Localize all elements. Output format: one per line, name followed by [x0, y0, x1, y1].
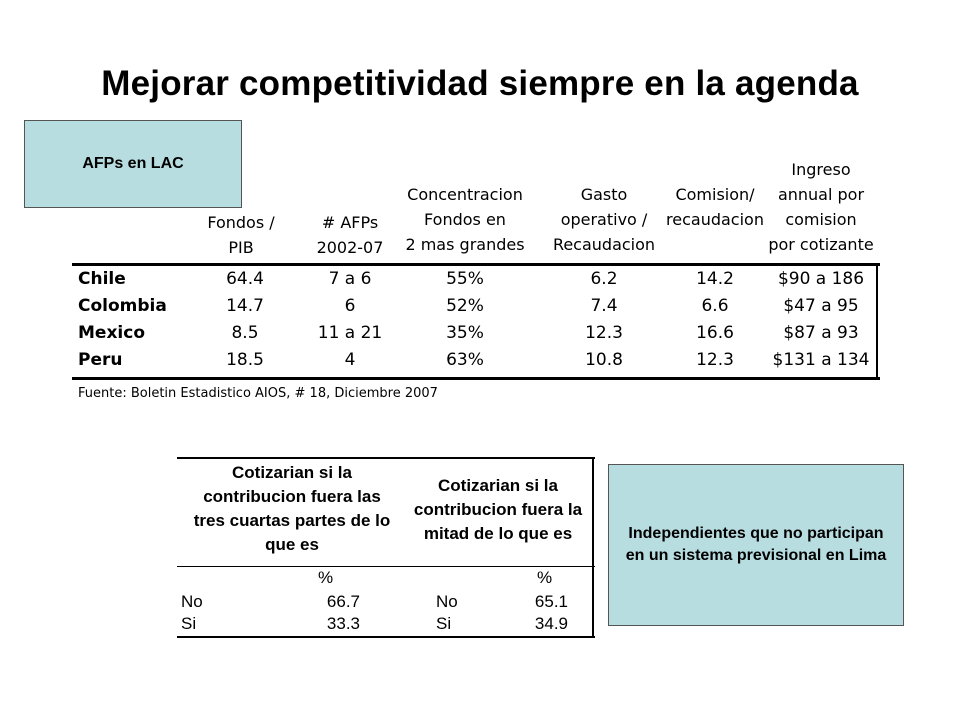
- table-cell: 12.3: [696, 350, 734, 370]
- table-cell: 8.5: [231, 323, 259, 343]
- table-cell: 66.7: [326, 592, 360, 611]
- independientes-label: Independientes que no participan en un s…: [625, 525, 887, 564]
- table2-right-border: [592, 458, 594, 636]
- table-cell: 64.4: [226, 269, 264, 289]
- header-line: contribucion fuera la: [413, 500, 583, 519]
- header-line: mitad de lo que es: [423, 524, 573, 543]
- header-line: Concentracion: [407, 185, 523, 204]
- header-ingreso: Ingreso annual por comision por cotizant…: [762, 157, 880, 257]
- header-line: PIB: [228, 238, 254, 257]
- independientes-label-box: Independientes que no participan en un s…: [608, 464, 904, 626]
- table2-header-half: Cotizarian si la contribucion fuera la m…: [403, 474, 593, 546]
- table-cell: 35%: [446, 323, 484, 343]
- header-line: Gasto: [580, 185, 628, 204]
- table-cell: 6.6: [701, 296, 729, 316]
- header-line: Cotizarian si la: [232, 463, 352, 482]
- table2-bottom-rule: [177, 636, 595, 638]
- table-cell: 33.3: [326, 614, 360, 633]
- header-line: 2 mas grandes: [405, 235, 525, 254]
- header-line: Cotizarian si la: [438, 476, 558, 495]
- table-cell: Si: [436, 614, 452, 633]
- table-row: Chile 64.4 7 a 6 55% 6.2 14.2 $90 a 186: [72, 266, 880, 293]
- table-cell-country: Mexico: [78, 323, 145, 343]
- table-cell: $90 a 186: [777, 269, 865, 289]
- header-line: Fondos en: [424, 210, 506, 229]
- header-line: # AFPs: [321, 213, 379, 232]
- table-cell: 12.3: [585, 323, 623, 343]
- table-cell-country: Chile: [78, 269, 126, 289]
- table-row: Colombia 14.7 6 52% 7.4 6.6 $47 a 95: [72, 293, 880, 320]
- table-cell: No: [436, 592, 458, 611]
- table-cell: 63%: [446, 350, 484, 370]
- header-line: Recaudacion: [552, 235, 656, 254]
- unit-percent: %: [537, 568, 553, 587]
- table-cell: Si: [181, 614, 197, 633]
- table-cell: No: [181, 592, 203, 611]
- table-cell: 18.5: [226, 350, 264, 370]
- header-line: que es: [265, 535, 319, 554]
- table-row: Peru 18.5 4 63% 10.8 12.3 $131 a 134: [72, 347, 880, 374]
- table-cell: 4: [344, 350, 356, 370]
- table-cell: 65.1: [534, 592, 568, 611]
- table-cell-country: Peru: [78, 350, 123, 370]
- table-cell: 14.2: [696, 269, 734, 289]
- table-cell: 14.7: [226, 296, 264, 316]
- table-cell: 10.8: [585, 350, 623, 370]
- source-note: Fuente: Boletin Estadistico AIOS, # 18, …: [78, 386, 438, 401]
- table-cell: 55%: [446, 269, 484, 289]
- table2-header-rule: [177, 566, 595, 567]
- table1-bottom-rule: [72, 377, 880, 380]
- header-line: por cotizante: [768, 235, 874, 254]
- table-cell: $47 a 95: [783, 296, 859, 316]
- table-cell: 6.2: [590, 269, 618, 289]
- table-cell: 7.4: [590, 296, 618, 316]
- table-cell: 6: [344, 296, 356, 316]
- table1-top-rule: [72, 263, 880, 266]
- header-line: Ingreso: [791, 160, 851, 179]
- header-line: contribucion fuera las: [203, 487, 381, 506]
- table-cell-country: Colombia: [78, 296, 167, 316]
- table-cell: 16.6: [696, 323, 734, 343]
- header-line: Comision/: [675, 185, 755, 204]
- table-cell: 34.9: [534, 614, 568, 633]
- header-concentracion: Concentracion Fondos en 2 mas grandes: [390, 182, 540, 257]
- table-cell: 7 a 6: [328, 269, 372, 289]
- header-gasto-operativo: Gasto operativo / Recaudacion: [544, 182, 664, 257]
- unit-percent: %: [318, 568, 334, 587]
- table-row: Mexico 8.5 11 a 21 35% 12.3 16.6 $87 a 9…: [72, 320, 880, 347]
- header-line: annual por: [777, 185, 865, 204]
- table-cell: 11 a 21: [317, 323, 383, 343]
- header-comision: Comision/ recaudacion: [660, 182, 770, 232]
- header-line: 2002-07: [316, 238, 384, 257]
- afp-lac-label: AFPs en LAC: [82, 155, 184, 172]
- table1-right-border: [876, 263, 878, 380]
- header-fondos-pib: Fondos / PIB: [186, 210, 296, 260]
- header-line: operativo /: [560, 210, 648, 229]
- table2-header-three-quarters: Cotizarian si la contribucion fuera las …: [177, 461, 407, 557]
- table-cell: $131 a 134: [772, 350, 870, 370]
- afp-lac-label-box: AFPs en LAC: [24, 120, 242, 208]
- header-line: recaudacion: [666, 210, 764, 229]
- header-line: Fondos /: [207, 213, 275, 232]
- table-cell: $87 a 93: [783, 323, 859, 343]
- table-cell: 52%: [446, 296, 484, 316]
- header-line: tres cuartas partes de lo: [193, 511, 391, 530]
- page-title: Mejorar competitividad siempre en la age…: [101, 64, 859, 103]
- header-num-afps: # AFPs 2002-07: [300, 210, 400, 260]
- table2-top-rule: [177, 457, 595, 459]
- header-line: comision: [785, 210, 857, 229]
